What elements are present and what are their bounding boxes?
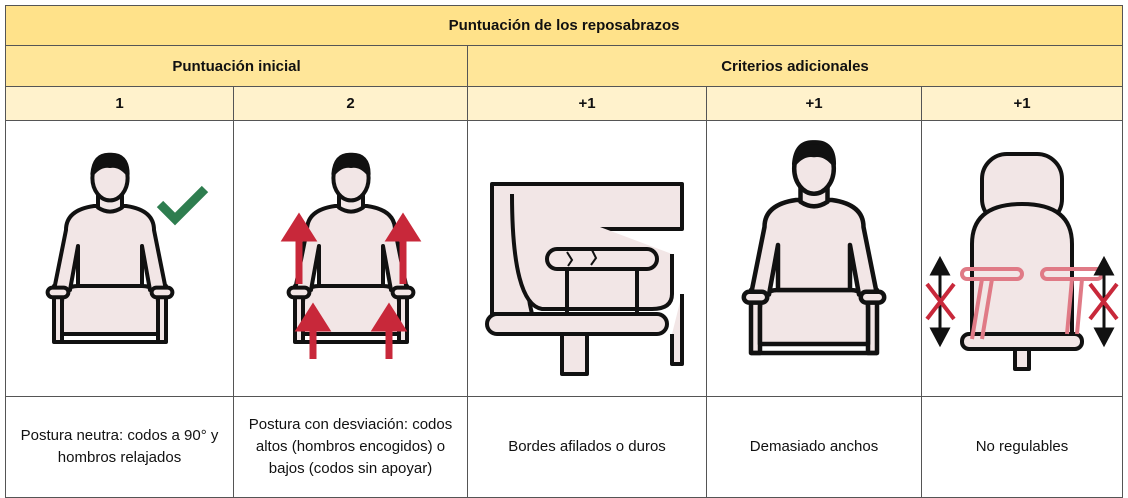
score-table: Puntuación de los reposabrazos Puntuació… [4,5,1124,498]
group-header: Puntuación inicial [5,45,468,87]
score: +1 [706,86,922,121]
caption: Demasiado anchos [706,396,922,498]
illustration-cell [233,120,468,397]
caption: Postura con desviación: codos altos (hom… [233,396,468,498]
score: +1 [920,86,1124,121]
not-adjustable [925,151,1119,371]
illustration-cell [467,120,707,397]
illustration-cell [706,120,922,397]
caption: Postura neutra: codos a 90° y hombros re… [5,396,234,498]
caption: Bordes afilados o duros [467,396,707,498]
too-wide [714,134,914,384]
group-header: Criterios adicionales [466,45,1124,87]
illustration-cell [5,120,234,397]
neutral-posture [20,134,208,384]
hard-edges [485,181,684,376]
deviated-posture [280,134,421,359]
score: +1 [467,86,707,121]
caption: No regulables [920,396,1124,498]
table-title: Puntuación de los reposabrazos [4,5,1124,46]
illustration-cell [920,120,1124,397]
score: 1 [5,86,234,121]
score: 2 [233,86,468,121]
